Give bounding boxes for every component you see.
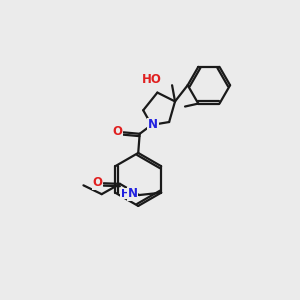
Text: N: N — [128, 188, 138, 200]
Text: H: H — [121, 189, 130, 199]
Text: O: O — [92, 176, 102, 189]
Text: O: O — [112, 125, 122, 138]
Text: HO: HO — [142, 74, 162, 86]
Text: N: N — [148, 118, 158, 131]
